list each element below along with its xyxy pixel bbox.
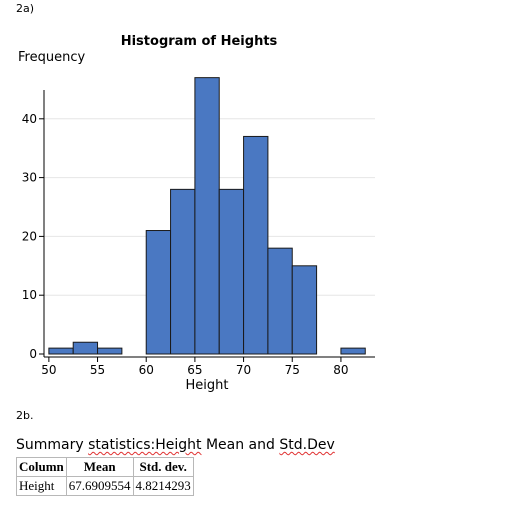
table-cell: 4.8214293 <box>132 476 194 496</box>
histogram-bar <box>218 188 245 355</box>
histogram-bar <box>48 347 74 355</box>
x-tick-label: 60 <box>139 363 154 377</box>
summary-title-part: statistics:Height <box>88 437 202 453</box>
y-ticks: 0 10 20 30 40 <box>22 112 44 361</box>
y-tick-label: 10 <box>22 288 37 302</box>
x-axis-label: Height <box>186 378 229 393</box>
histogram-bar <box>97 347 123 355</box>
chart-title: Histogram of Heights <box>121 34 278 49</box>
x-tick-label: 70 <box>236 363 251 377</box>
histogram-bar <box>291 265 318 355</box>
summary-title-part: Mean and <box>201 437 280 453</box>
column-header: Column <box>16 457 67 477</box>
y-axis-label: Frequency <box>18 50 85 65</box>
y-tick-label: 30 <box>22 171 37 185</box>
x-tick-label: 80 <box>333 363 348 377</box>
summary-title-part: Summary <box>16 437 89 453</box>
x-tick-label: 65 <box>187 363 202 377</box>
table-row: Height 67.6909554 4.8214293 <box>16 476 194 496</box>
x-tick-label: 75 <box>285 363 300 377</box>
column-header: Mean <box>65 457 134 477</box>
histogram-bar <box>170 188 196 355</box>
x-tick-label: 55 <box>90 363 105 377</box>
x-ticks: 50 55 60 65 70 75 80 <box>41 357 349 377</box>
y-tick-label: 20 <box>22 229 37 243</box>
table-cell: 67.6909554 <box>65 476 134 496</box>
histogram-bar <box>340 347 366 355</box>
column-header: Std. dev. <box>132 457 194 477</box>
y-tick-label: 0 <box>29 347 37 361</box>
histogram-bar <box>194 77 220 355</box>
y-tick-label: 40 <box>22 112 37 126</box>
x-tick-label: 50 <box>41 363 56 377</box>
summary-table: Column Mean Std. dev. Height 67.6909554 … <box>16 457 194 496</box>
summary-title: Summary statistics:Height Mean and Std.D… <box>16 437 335 453</box>
histogram-bar <box>72 341 99 355</box>
histogram-bar <box>267 247 293 355</box>
table-cell: Height <box>16 476 67 496</box>
table-header-row: Column Mean Std. dev. <box>16 457 194 477</box>
histogram-bar <box>145 230 172 355</box>
histogram-bar <box>243 135 269 355</box>
histogram-bars <box>48 77 366 355</box>
section-a-label: 2a) <box>16 2 35 15</box>
summary-title-part: Std.Dev <box>279 437 335 453</box>
section-b-label: 2b. <box>16 409 34 422</box>
histogram-chart: 50 55 60 65 70 75 80 0 10 20 30 40 Histogram of He… <box>18 34 375 393</box>
axes <box>43 90 375 358</box>
